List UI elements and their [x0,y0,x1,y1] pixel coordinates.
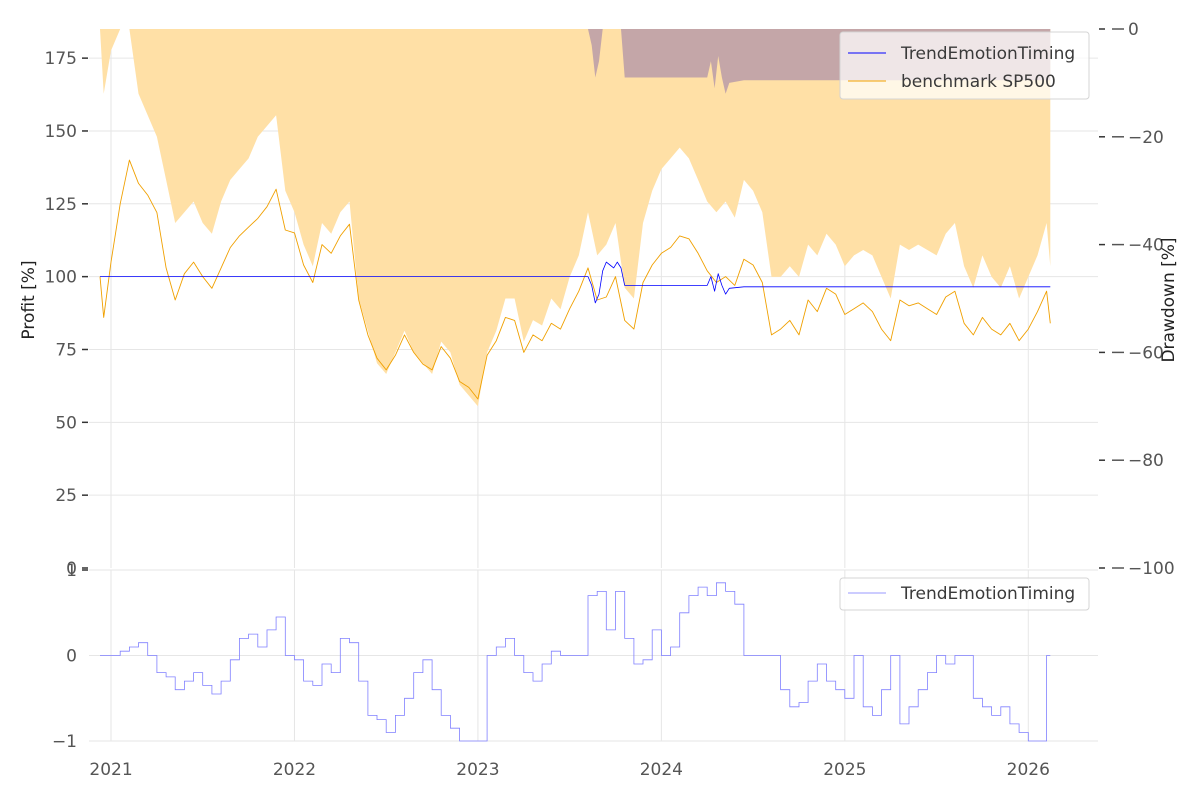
y-tick-label-profit: 125 [45,195,77,215]
y-tick-label-drawdown: −40 [1128,236,1164,256]
position-legend: TrendEmotionTiming [839,577,1090,611]
x-tick-label: 2025 [823,760,866,780]
profit-legend-box [839,31,1090,100]
y-tick-label-profit: 75 [55,340,77,360]
line-layer [99,159,1051,400]
y-tick-label-position: −1 [52,732,77,752]
legend-label-position: TrendEmotionTiming [900,584,1075,604]
x-tick-label: 2021 [89,760,132,780]
drawdown-axis-label: Drawdown [%] [1159,237,1179,362]
strategy-line [100,261,1051,304]
position-layer [100,582,1051,742]
position-line [100,582,1051,742]
drawdown-area-benchmark [100,29,1051,407]
y-tick-label-drawdown: 0 [1128,20,1139,40]
y-tick-label-profit: 150 [45,122,77,142]
profit-legend: TrendEmotionTiming benchmark SP500 [839,31,1090,100]
y-tick-label-profit: 25 [55,486,77,506]
y-tick-label-profit: 100 [45,268,77,288]
position-legend-box [839,577,1090,611]
y-tick-label-position: 0 [66,647,77,667]
x-tick-label: 2023 [456,760,499,780]
y-tick-label-position: 1 [66,561,77,581]
legend-label-benchmark: benchmark SP500 [901,72,1056,92]
y-tick-label-profit: 0 [66,559,77,579]
y-tick-label-profit: 175 [45,49,77,69]
x-tick-label: 2026 [1007,760,1050,780]
y-tick-label-profit: 50 [55,413,77,433]
y-tick-label-drawdown: −20 [1128,128,1164,148]
profit-axis-label: Profit [%] [19,260,39,339]
x-tick-label: 2024 [640,760,683,780]
y-tick-label-drawdown: −60 [1128,343,1164,363]
axis-layer: 2021 2022 2023 2024 2025 20260255075100125150… [45,20,1175,780]
legend-label-strategy: TrendEmotionTiming [900,44,1075,64]
y-tick-label-drawdown: −80 [1128,451,1164,471]
y-tick-label-drawdown: −100 [1128,559,1175,579]
benchmark-line [99,159,1051,400]
x-tick-label: 2022 [273,760,316,780]
